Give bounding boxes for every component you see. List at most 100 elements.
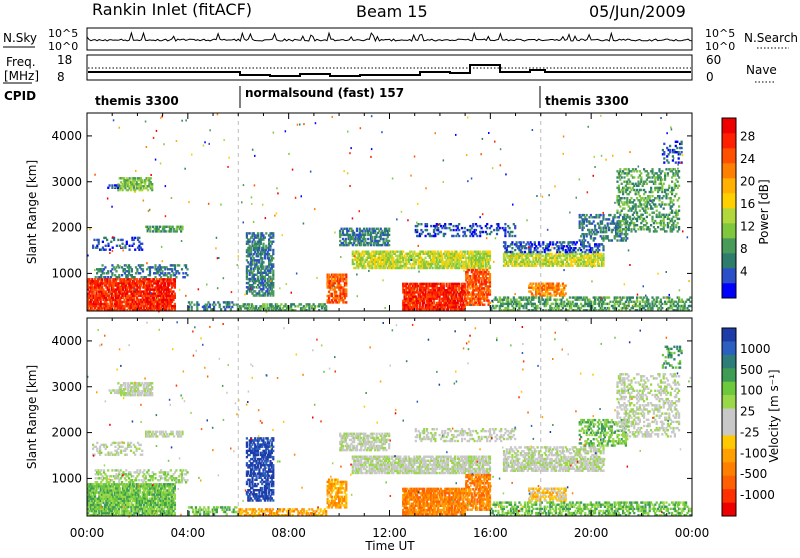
nave-label: Nave: [746, 63, 777, 77]
scatter-cell: [614, 214, 616, 216]
scatter-cell: [612, 218, 614, 220]
scatter-cell: [649, 195, 651, 197]
scatter-cell: [576, 241, 578, 243]
cpid-segment-label: themis 3300: [95, 94, 179, 108]
scatter-cell: [651, 220, 653, 222]
scatter-cell: [656, 230, 658, 232]
scatter-cell: [261, 263, 263, 265]
scatter-cell: [251, 241, 253, 243]
scatter-cell: [640, 222, 642, 224]
scatter-cell: [489, 265, 491, 267]
scatter-cell: [425, 289, 427, 291]
scatter-cell: [661, 189, 663, 191]
scatter-cell: [409, 304, 411, 306]
scatter-cell: [584, 216, 586, 218]
scatter-cell: [623, 176, 625, 178]
scatter-cell: [154, 276, 156, 278]
scatter-cell: [516, 241, 518, 243]
scatter-cell: [427, 287, 429, 289]
scatter-cell: [247, 243, 249, 245]
scatter-cell: [489, 279, 491, 281]
noise-sky-trace: [87, 33, 692, 41]
scatter-cell: [619, 228, 621, 230]
scatter-cell: [647, 172, 649, 174]
scatter-cell: [174, 293, 176, 295]
freq-trace: [88, 65, 691, 76]
scatter-cell: [612, 220, 614, 222]
scatter-cell: [331, 286, 333, 288]
scatter-cell: [607, 235, 609, 237]
station-title: Rankin Inlet (fitACF): [92, 0, 252, 19]
scatter-cell: [464, 285, 466, 287]
scatter-cell: [387, 236, 389, 238]
scatter-cell: [681, 143, 683, 145]
scatter-cell: [338, 282, 340, 284]
scatter-cell: [623, 203, 625, 205]
scatter-cell: [174, 278, 176, 280]
scatter-cell: [619, 178, 621, 180]
scatter-cell: [294, 305, 296, 307]
scatter-cell: [264, 284, 266, 286]
scatter-cell: [630, 197, 632, 199]
scatter-cell: [118, 184, 120, 186]
scatter-cell: [671, 193, 673, 195]
scatter-cell: [581, 239, 583, 241]
scatter-cell: [633, 228, 635, 230]
scatter-cell: [625, 222, 627, 224]
scatter-cell: [446, 285, 448, 287]
scatter-cell: [666, 155, 668, 157]
scatter-cell: [196, 308, 198, 310]
scatter-cell: [676, 147, 678, 149]
scatter-cell: [668, 187, 670, 189]
scatter-cell: [574, 251, 576, 253]
scatter-cell: [339, 284, 341, 286]
scatter-cell: [665, 230, 667, 232]
scatter-cell: [636, 214, 638, 216]
scatter-cell: [640, 203, 642, 205]
scatter-cell: [673, 149, 675, 151]
scatter-cell: [111, 187, 113, 189]
scatter-cell: [455, 293, 457, 295]
scatter-cell: [656, 210, 658, 212]
scatter-cell: [106, 239, 108, 241]
scatter-cell: [367, 238, 369, 240]
scatter-cell: [644, 207, 646, 209]
scatter-cell: [668, 218, 670, 220]
scatter-cell: [672, 199, 674, 201]
scatter-cell: [356, 230, 358, 232]
scatter-cell: [658, 168, 660, 170]
scatter-cell: [329, 276, 331, 278]
scatter-cell: [595, 216, 597, 218]
scatter-cell: [272, 265, 274, 267]
scatter-cell: [665, 168, 667, 170]
scatter-cell: [272, 249, 274, 251]
scatter-cell: [625, 168, 627, 170]
scatter-cell: [661, 203, 663, 205]
scatter-cell: [345, 274, 347, 276]
scatter-cell: [670, 207, 672, 209]
scatter-cell: [339, 288, 341, 290]
scatter-cell: [656, 222, 658, 224]
scatter-cell: [671, 220, 673, 222]
scatter-cell: [605, 227, 607, 229]
scatter-cell: [219, 304, 221, 306]
scatter-cell: [632, 201, 634, 203]
scatter-cell: [246, 290, 248, 292]
scatter-cell: [262, 261, 264, 263]
noise-right-tick-top: 10^5: [705, 27, 735, 40]
scatter-cell: [595, 233, 597, 235]
scatter-cell: [191, 306, 193, 308]
scatter-cell: [363, 228, 365, 230]
scatter-cell: [664, 224, 666, 226]
scatter-cell: [671, 230, 673, 232]
scatter-cell: [164, 282, 166, 284]
scatter-cell: [134, 249, 136, 251]
scatter-cell: [457, 304, 459, 306]
scatter-cell: [337, 276, 339, 278]
scatter-cell: [551, 294, 553, 296]
scatter-cell: [601, 222, 603, 224]
scatter-cell: [260, 241, 262, 243]
scatter-cell: [590, 237, 592, 239]
scatter-cell: [581, 225, 583, 227]
scatter-cell: [663, 157, 665, 159]
